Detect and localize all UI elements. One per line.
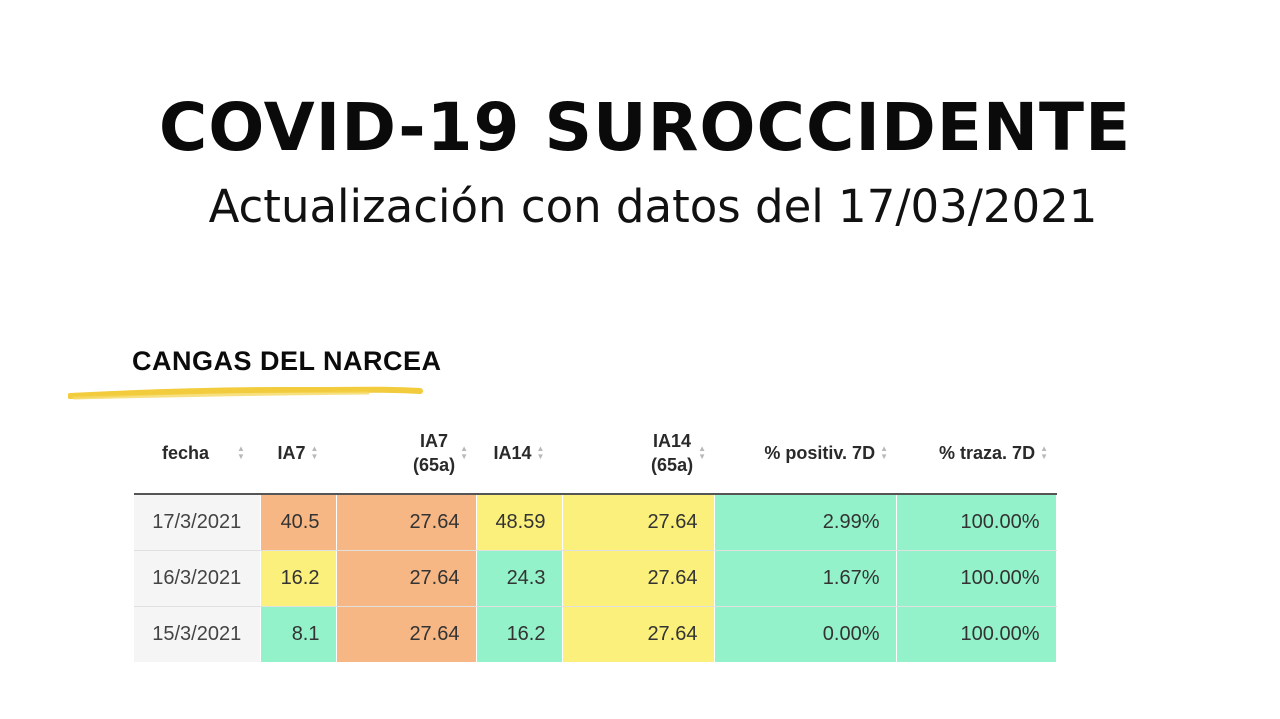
sort-arrows-icon[interactable]: ▲ ▼ bbox=[698, 444, 706, 461]
table-cell: 1.67% bbox=[714, 550, 897, 607]
table-cell: 40.5 bbox=[260, 494, 337, 551]
table-cell: 27.64 bbox=[336, 550, 477, 607]
column-header-sublabel: (65a) bbox=[413, 455, 456, 475]
column-header-ia7-65a[interactable]: IA7 (65a) ▲ ▼ bbox=[336, 413, 476, 495]
table-cell: 100.00% bbox=[896, 606, 1057, 662]
column-header-ia14-65a[interactable]: IA14 (65a) ▲ ▼ bbox=[562, 413, 714, 495]
column-header-label: % traza. 7D bbox=[939, 443, 1036, 463]
data-table: fecha ▲ ▼ IA7 ▲ ▼ bbox=[134, 413, 1057, 662]
table-cell: 17/3/2021 bbox=[134, 494, 261, 551]
sort-arrows-icon[interactable]: ▲ ▼ bbox=[237, 444, 245, 461]
column-header-label: IA7 bbox=[277, 443, 306, 463]
table-cell: 2.99% bbox=[714, 494, 897, 551]
table-row: 17/3/2021 40.5 27.64 48.59 27.64 2.99% 1… bbox=[134, 494, 1057, 551]
table-row: 15/3/2021 8.1 27.64 16.2 27.64 0.00% 100… bbox=[134, 606, 1057, 662]
column-header-fecha[interactable]: fecha ▲ ▼ bbox=[134, 413, 260, 495]
page-subtitle: Actualización con datos del 17/03/2021 bbox=[208, 180, 1098, 233]
table-cell: 27.64 bbox=[562, 550, 715, 607]
table-cell: 24.3 bbox=[476, 550, 563, 607]
table-cell: 0.00% bbox=[714, 606, 897, 662]
table-cell: 27.64 bbox=[562, 606, 715, 662]
sort-arrows-icon[interactable]: ▲ ▼ bbox=[310, 444, 319, 461]
column-header-ia7[interactable]: IA7 ▲ ▼ bbox=[260, 413, 336, 495]
table-cell: 27.64 bbox=[562, 494, 715, 551]
table-cell: 48.59 bbox=[476, 494, 563, 551]
column-header-trazabilidad[interactable]: % traza. 7D ▲ ▼ bbox=[896, 413, 1056, 495]
column-header-label: % positiv. 7D bbox=[764, 443, 876, 463]
table-cell: 100.00% bbox=[896, 494, 1057, 551]
sort-arrows-icon[interactable]: ▲ ▼ bbox=[1040, 444, 1048, 461]
table-cell: 15/3/2021 bbox=[134, 606, 261, 662]
table-cell: 27.64 bbox=[336, 606, 477, 662]
column-header-label: IA7 bbox=[420, 431, 449, 451]
sort-arrows-icon[interactable]: ▲ ▼ bbox=[536, 444, 545, 461]
table-cell: 100.00% bbox=[896, 550, 1057, 607]
column-header-ia14[interactable]: IA14 ▲ ▼ bbox=[476, 413, 562, 495]
table-row: 16/3/2021 16.2 27.64 24.3 27.64 1.67% 10… bbox=[134, 550, 1057, 607]
table-cell: 27.64 bbox=[336, 494, 477, 551]
column-header-label: IA14 bbox=[493, 443, 532, 463]
column-header-positividad[interactable]: % positiv. 7D ▲ ▼ bbox=[714, 413, 896, 495]
data-table-wrapper: fecha ▲ ▼ IA7 ▲ ▼ bbox=[134, 413, 1057, 662]
sort-arrows-icon[interactable]: ▲ ▼ bbox=[460, 444, 468, 461]
column-header-label: fecha bbox=[162, 443, 210, 463]
table-header-row: fecha ▲ ▼ IA7 ▲ ▼ bbox=[134, 413, 1056, 495]
highlight-underline bbox=[68, 386, 423, 400]
table-cell: 16.2 bbox=[476, 606, 563, 662]
region-heading: CANGAS DEL NARCEA bbox=[132, 346, 442, 376]
page-title: COVID-19 SUROCCIDENTE bbox=[158, 89, 1132, 166]
table-cell: 16/3/2021 bbox=[134, 550, 261, 607]
sort-arrows-icon[interactable]: ▲ ▼ bbox=[880, 444, 888, 461]
table-cell: 8.1 bbox=[260, 606, 337, 662]
column-header-sublabel: (65a) bbox=[651, 455, 694, 475]
column-header-label: IA14 bbox=[653, 431, 692, 451]
table-cell: 16.2 bbox=[260, 550, 337, 607]
